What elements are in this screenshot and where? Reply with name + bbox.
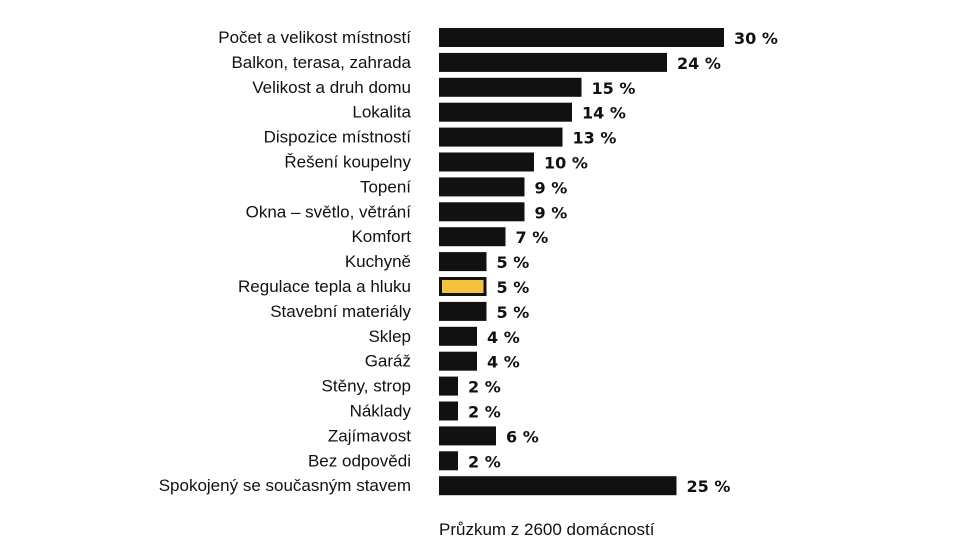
bar bbox=[439, 301, 487, 321]
value-label: 5 % bbox=[497, 303, 530, 322]
bars bbox=[439, 28, 724, 496]
category-labels: Počet a velikost místností Balkon, terasa… bbox=[159, 28, 412, 495]
bar bbox=[439, 77, 582, 97]
category-label: Počet a velikost místností bbox=[218, 28, 411, 47]
value-label: 30 % bbox=[734, 29, 778, 48]
bar bbox=[439, 52, 667, 72]
value-label: 9 % bbox=[535, 178, 568, 197]
bar bbox=[439, 426, 496, 446]
category-label: Dispozice místností bbox=[264, 128, 412, 147]
value-label: 14 % bbox=[582, 104, 626, 123]
bar bbox=[439, 401, 458, 421]
bar bbox=[439, 476, 677, 496]
category-label: Regulace tepla a hluku bbox=[238, 277, 411, 296]
bar bbox=[439, 376, 458, 396]
value-label: 9 % bbox=[535, 203, 568, 222]
bar bbox=[439, 351, 477, 371]
category-label: Sklep bbox=[368, 327, 411, 346]
value-label: 25 % bbox=[687, 477, 731, 496]
value-label: 7 % bbox=[516, 228, 549, 247]
category-label: Okna – světlo, větrání bbox=[246, 202, 412, 221]
value-label: 15 % bbox=[592, 79, 636, 98]
value-label: 4 % bbox=[487, 328, 520, 347]
category-label: Velikost a druh domu bbox=[252, 78, 411, 97]
value-labels: 30 % 24 % 15 % 14 % 13 % 10 % 9 % 9 % 7 % 5 % 5 % 5… bbox=[468, 29, 778, 496]
value-label: 2 % bbox=[468, 403, 501, 422]
category-label: Zajímavost bbox=[328, 426, 411, 445]
value-label: 10 % bbox=[544, 154, 588, 173]
category-label: Náklady bbox=[350, 402, 412, 421]
bar bbox=[439, 227, 506, 247]
category-label: Garáž bbox=[365, 352, 411, 371]
category-label: Lokalita bbox=[352, 103, 411, 122]
value-label: 6 % bbox=[506, 427, 539, 446]
value-label: 5 % bbox=[497, 253, 530, 272]
bar bbox=[439, 252, 487, 272]
bar bbox=[439, 177, 525, 197]
category-label: Balkon, terasa, zahrada bbox=[231, 53, 411, 72]
value-label: 2 % bbox=[468, 452, 501, 471]
bar bbox=[439, 102, 572, 122]
category-label: Stavební materiály bbox=[270, 302, 411, 321]
category-label: Komfort bbox=[351, 227, 411, 246]
category-label: Kuchyně bbox=[345, 252, 411, 271]
category-label: Řešení koupelny bbox=[284, 153, 411, 172]
bar bbox=[439, 202, 525, 222]
category-label: Bez odpovědi bbox=[308, 451, 411, 470]
category-label: Stěny, strop bbox=[322, 377, 411, 396]
bar-highlighted bbox=[439, 277, 487, 296]
chart-caption: Průzkum z 2600 domácností bbox=[439, 520, 655, 539]
bar bbox=[439, 152, 534, 172]
bar bbox=[439, 127, 563, 147]
value-label: 13 % bbox=[573, 129, 617, 148]
bar bbox=[439, 326, 477, 346]
value-label: 5 % bbox=[497, 278, 530, 297]
bar bbox=[439, 28, 724, 47]
category-label: Spokojený se současným stavem bbox=[159, 476, 411, 495]
value-label: 4 % bbox=[487, 353, 520, 372]
value-label: 24 % bbox=[677, 54, 721, 73]
category-label: Topení bbox=[360, 177, 411, 196]
value-label: 2 % bbox=[468, 378, 501, 397]
bar bbox=[439, 451, 458, 471]
